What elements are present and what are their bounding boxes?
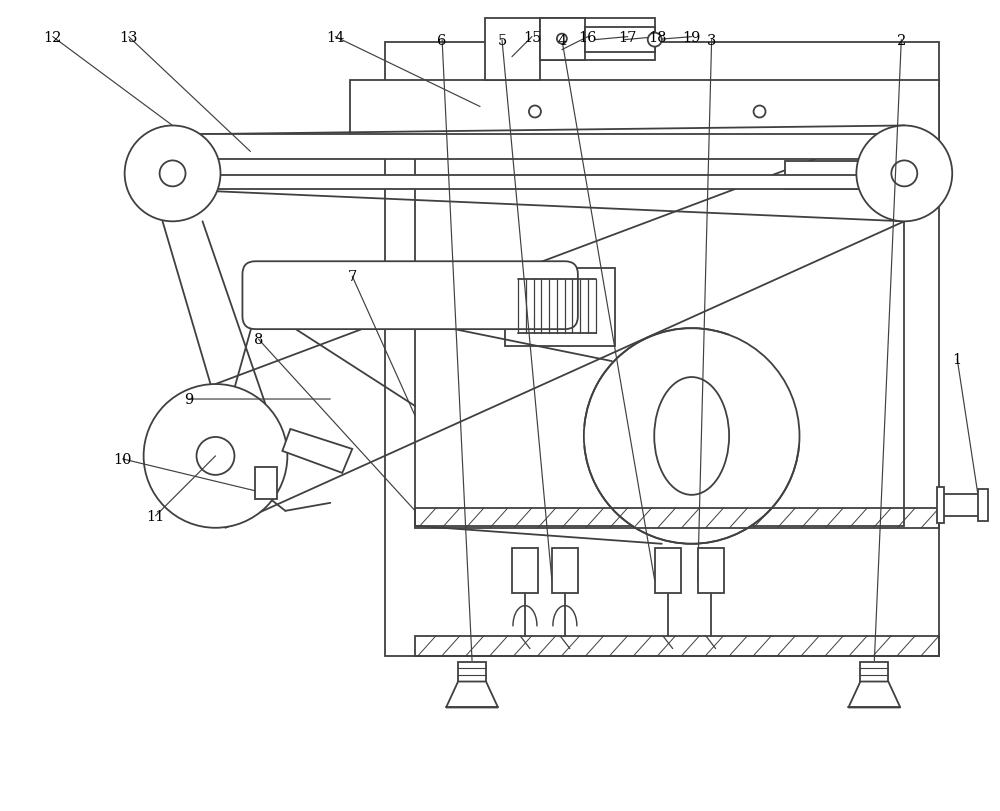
Circle shape <box>891 161 917 187</box>
Text: 17: 17 <box>619 31 637 45</box>
Bar <box>173 135 931 161</box>
FancyBboxPatch shape <box>242 262 578 330</box>
Bar <box>415 508 939 528</box>
Text: 5: 5 <box>497 33 507 48</box>
Circle shape <box>557 35 567 45</box>
Text: 8: 8 <box>254 333 263 346</box>
Text: 11: 11 <box>146 509 165 523</box>
Polygon shape <box>282 430 352 474</box>
Text: 9: 9 <box>184 393 193 406</box>
Bar <box>255 467 277 500</box>
Bar <box>698 548 724 593</box>
Text: 13: 13 <box>119 31 138 45</box>
Text: 14: 14 <box>326 31 344 45</box>
Polygon shape <box>446 682 498 708</box>
Bar <box>505 269 615 346</box>
Circle shape <box>144 384 287 528</box>
Circle shape <box>160 161 186 187</box>
Text: 15: 15 <box>523 31 541 45</box>
Text: 18: 18 <box>648 31 667 45</box>
Bar <box>860 662 888 682</box>
Bar <box>458 662 486 682</box>
Text: 19: 19 <box>682 31 701 45</box>
Bar <box>585 28 655 53</box>
Circle shape <box>584 328 799 544</box>
Text: 4: 4 <box>557 33 567 48</box>
Bar <box>937 487 944 523</box>
Polygon shape <box>848 682 900 708</box>
Circle shape <box>529 106 541 118</box>
Text: 16: 16 <box>579 31 597 45</box>
Bar <box>350 80 939 142</box>
Circle shape <box>197 437 234 475</box>
Circle shape <box>856 127 952 222</box>
Bar <box>415 122 904 526</box>
Bar <box>415 636 939 656</box>
Bar <box>978 489 988 521</box>
Bar <box>512 548 538 593</box>
Bar <box>385 42 939 656</box>
Text: 3: 3 <box>707 33 716 48</box>
Ellipse shape <box>654 378 729 496</box>
Bar <box>485 19 540 80</box>
Bar <box>552 548 578 593</box>
Circle shape <box>662 406 722 466</box>
Text: 12: 12 <box>44 31 62 45</box>
Circle shape <box>754 106 766 118</box>
Circle shape <box>125 127 220 222</box>
Text: 1: 1 <box>953 353 962 367</box>
Bar <box>173 176 931 190</box>
Text: 10: 10 <box>113 453 132 466</box>
Bar <box>540 19 585 61</box>
Circle shape <box>648 33 662 48</box>
Bar <box>785 162 926 190</box>
Text: 2: 2 <box>897 33 906 48</box>
Text: 7: 7 <box>348 270 357 284</box>
Bar <box>655 548 681 593</box>
Bar <box>540 19 655 61</box>
Text: 6: 6 <box>437 33 447 48</box>
Bar <box>939 494 981 516</box>
